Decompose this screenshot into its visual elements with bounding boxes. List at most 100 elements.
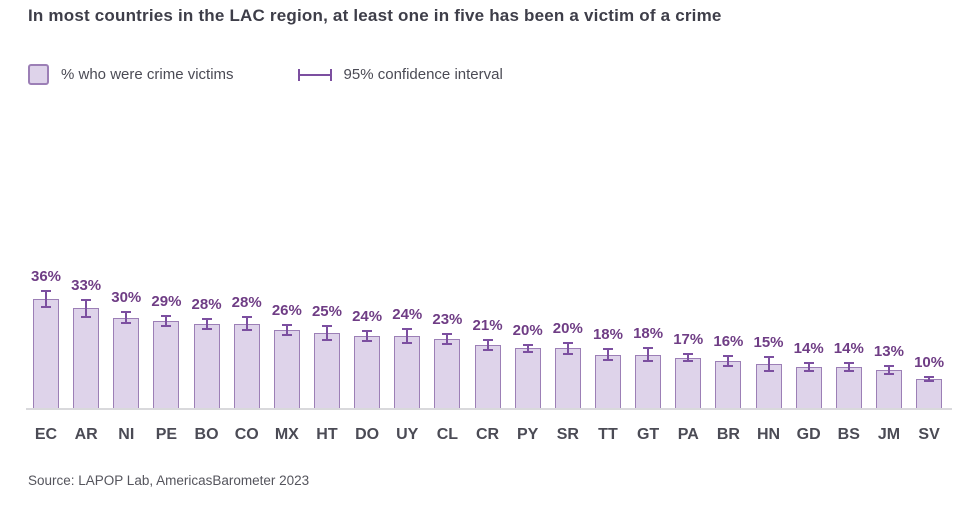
legend-item-crime-victims: % who were crime victims <box>28 64 234 85</box>
country-label: GD <box>796 426 821 443</box>
x-axis-line <box>26 408 952 410</box>
country-label: PE <box>155 426 178 443</box>
error-bar-line <box>566 342 569 355</box>
error-bar-cap-bottom <box>843 369 854 372</box>
bar-column: 17% PA <box>668 128 708 443</box>
value-label: 23% <box>432 311 463 328</box>
bar <box>233 323 260 410</box>
error-bar-cap-bottom <box>683 360 694 363</box>
bar <box>113 317 140 410</box>
value-label: 16% <box>713 332 744 350</box>
value-label: 26% <box>271 301 302 319</box>
error-bar-cap-bottom <box>482 349 493 352</box>
error-bar-line <box>807 362 810 372</box>
value-label: 33% <box>71 277 102 295</box>
error-bar-cap-bottom <box>883 372 894 375</box>
error-bar-cap-top <box>924 376 935 379</box>
bar <box>835 366 862 410</box>
country-label: GT <box>636 426 660 443</box>
error-bar-cap-top <box>883 365 894 368</box>
error-bar-cap-bottom <box>442 343 453 346</box>
bar <box>554 348 581 410</box>
error-bar-cap-top <box>803 362 814 365</box>
error-bar-line <box>125 311 128 324</box>
error-bar-line <box>687 353 690 363</box>
error-bar-cap-top <box>201 317 212 320</box>
country-label: SR <box>556 426 579 443</box>
error-bar-cap-top <box>41 289 51 292</box>
error-bar-line <box>325 325 328 341</box>
error-bar-line <box>486 339 489 352</box>
bar-column: 28% BO <box>187 128 227 443</box>
error-bar-cap-bottom <box>402 341 413 344</box>
error-bar-line <box>606 348 609 361</box>
bar-column: 24% DO <box>347 128 387 443</box>
error-bar-cap-bottom <box>241 329 252 332</box>
error-bar-cap-bottom <box>362 340 373 343</box>
bar <box>73 308 100 410</box>
error-bar-cap-bottom <box>41 306 51 309</box>
bar-column: 21% CR <box>468 128 508 443</box>
country-label: PY <box>517 426 539 443</box>
country-label: TT <box>598 426 618 443</box>
error-bar-line <box>205 317 208 330</box>
legend-item-confidence-interval: 95% confidence interval <box>297 66 503 83</box>
value-label: 14% <box>793 340 824 358</box>
bar-column: 25% HT <box>307 128 347 443</box>
country-label: NI <box>118 426 135 443</box>
value-label: 28% <box>191 295 222 313</box>
value-label: 30% <box>111 289 142 307</box>
value-label: 24% <box>392 306 423 324</box>
error-bar-cap-top <box>121 311 132 314</box>
country-label: BS <box>837 426 860 443</box>
country-label: HT <box>316 426 338 443</box>
bar-column: 10% SV <box>909 128 949 443</box>
error-bar-cap-top <box>643 346 654 349</box>
error-bar-cap-bottom <box>201 327 212 330</box>
bar-column: 18% GT <box>628 128 668 443</box>
error-bar-cap-top <box>321 325 332 328</box>
error-bar-line <box>767 356 770 372</box>
error-bar-line <box>647 346 650 363</box>
error-bar-line <box>847 362 850 372</box>
error-bar-line <box>366 329 369 343</box>
bar <box>795 366 822 410</box>
value-label: 18% <box>592 326 623 344</box>
bar-column: 24% UY <box>387 128 427 443</box>
bar-column: 15% HN <box>749 128 789 443</box>
country-label: HN <box>756 426 781 443</box>
bar-column: 36% EC <box>26 128 66 443</box>
chart-title: In most countries in the LAC region, at … <box>28 6 722 25</box>
error-bar-cap-bottom <box>803 369 814 372</box>
country-label: JM <box>877 426 901 443</box>
error-bar-cap-top <box>81 299 92 302</box>
error-bar-line <box>406 328 409 344</box>
country-label: AR <box>74 426 98 443</box>
bar <box>675 357 702 410</box>
error-bar-cap-top <box>843 362 854 365</box>
error-bar-line <box>727 354 730 367</box>
value-label: 20% <box>512 321 543 339</box>
legend-label-confidence-interval: 95% confidence interval <box>343 66 503 83</box>
bar-column: 14% BS <box>829 128 869 443</box>
bar <box>33 299 59 410</box>
country-label: CR <box>475 426 500 443</box>
bar <box>394 336 421 410</box>
bar <box>434 339 461 410</box>
error-bar-cap-top <box>522 343 533 346</box>
country-label: BR <box>716 426 740 443</box>
value-label: 29% <box>151 292 182 310</box>
error-bar-cap-bottom <box>281 334 292 337</box>
value-label: 20% <box>552 320 583 338</box>
bar-column: 26% MX <box>267 128 307 443</box>
value-label: 10% <box>914 354 945 372</box>
source-note: Source: LAPOP Lab, AmericasBarometer 202… <box>28 473 310 488</box>
bar <box>153 320 180 410</box>
bar <box>875 369 902 410</box>
bar <box>916 379 943 410</box>
bar <box>474 345 501 410</box>
error-bar-cap-bottom <box>522 351 533 354</box>
bar-column: 18% TT <box>588 128 628 443</box>
bar-column: 33% AR <box>66 128 106 443</box>
error-bar-cap-top <box>161 314 172 317</box>
